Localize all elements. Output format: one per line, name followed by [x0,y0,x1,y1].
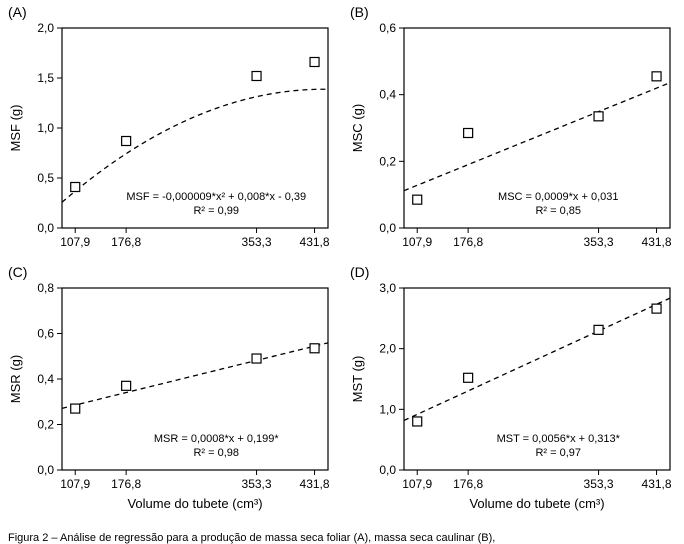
svg-text:0,8: 0,8 [37,281,54,295]
svg-text:MSC (g): MSC (g) [350,104,365,152]
figure-caption: Figura 2 – Análise de regressão para a p… [8,532,676,544]
svg-text:MSR = 0,0008*x + 0,199*: MSR = 0,0008*x + 0,199* [154,433,279,445]
svg-text:0,4: 0,4 [379,88,396,102]
svg-text:176,8: 176,8 [111,477,141,491]
panel-grid: (A) 0,0 0,5 1,0 1,5 2,0 107,9 176,8 353,3 431,8 M… [0,0,684,520]
panel-label-d: (D) [350,264,369,280]
svg-text:R² = 0,98: R² = 0,98 [193,447,239,459]
svg-text:1,5: 1,5 [37,71,54,85]
svg-text:431,8: 431,8 [300,477,330,491]
panel-d: (D) 0,0 1,0 2,0 3,0 107,9 176,8 353,3 431,8 MST … [342,260,684,520]
svg-text:MSF = -0,000009*x² + 0,008*x -: MSF = -0,000009*x² + 0,008*x - 0,39 [126,191,306,203]
svg-text:0,0: 0,0 [379,221,396,235]
chart-d: 0,0 1,0 2,0 3,0 107,9 176,8 353,3 431,8 MST (g) V… [342,260,684,520]
svg-text:0,2: 0,2 [37,418,54,432]
svg-text:0,4: 0,4 [37,372,54,386]
svg-text:2,0: 2,0 [37,21,54,35]
panel-label-a: (A) [8,4,27,20]
svg-text:353,3: 353,3 [584,235,614,249]
svg-text:107,9: 107,9 [60,477,90,491]
svg-text:353,3: 353,3 [242,477,272,491]
svg-text:0,5: 0,5 [37,171,54,185]
svg-text:176,8: 176,8 [453,235,483,249]
figure: (A) 0,0 0,5 1,0 1,5 2,0 107,9 176,8 353,3 431,8 M… [0,0,684,544]
svg-text:0,0: 0,0 [379,463,396,477]
svg-text:0,6: 0,6 [37,327,54,341]
panel-label-c: (C) [8,264,27,280]
svg-text:107,9: 107,9 [60,235,90,249]
svg-text:431,8: 431,8 [300,235,330,249]
svg-text:MSF (g): MSF (g) [8,105,23,152]
svg-text:0,2: 0,2 [379,154,396,168]
svg-text:R² = 0,99: R² = 0,99 [193,205,239,217]
svg-text:Volume do tubete (cm³): Volume do tubete (cm³) [127,496,262,511]
panel-label-b: (B) [350,4,369,20]
svg-text:353,3: 353,3 [584,477,614,491]
svg-text:0,6: 0,6 [379,21,396,35]
svg-text:0,0: 0,0 [37,221,54,235]
svg-text:2,0: 2,0 [379,342,396,356]
svg-text:MSR (g): MSR (g) [8,355,23,403]
svg-text:176,8: 176,8 [111,235,141,249]
chart-a: 0,0 0,5 1,0 1,5 2,0 107,9 176,8 353,3 431,8 MSF (… [0,0,342,260]
chart-c: 0,0 0,2 0,4 0,6 0,8 107,9 176,8 353,3 431,8 MSR (… [0,260,342,520]
svg-text:MST (g): MST (g) [350,356,365,403]
chart-b: 0,0 0,2 0,4 0,6 107,9 176,8 353,3 431,8 MSC (g) M… [342,0,684,260]
svg-text:353,3: 353,3 [242,235,272,249]
svg-text:0,0: 0,0 [37,463,54,477]
panel-c: (C) 0,0 0,2 0,4 0,6 0,8 107,9 176,8 353,3 431,8 M… [0,260,342,520]
svg-text:3,0: 3,0 [379,281,396,295]
svg-text:107,9: 107,9 [402,235,432,249]
panel-b: (B) 0,0 0,2 0,4 0,6 107,9 176,8 353,3 431,8 MSC … [342,0,684,260]
svg-text:1,0: 1,0 [37,121,54,135]
svg-text:R² = 0,85: R² = 0,85 [535,205,581,217]
svg-text:1,0: 1,0 [379,402,396,416]
svg-text:Volume do tubete (cm³): Volume do tubete (cm³) [469,496,604,511]
svg-text:MST = 0,0056*x + 0,313*: MST = 0,0056*x + 0,313* [497,433,621,445]
svg-text:431,8: 431,8 [642,235,672,249]
panel-a: (A) 0,0 0,5 1,0 1,5 2,0 107,9 176,8 353,3 431,8 M… [0,0,342,260]
svg-text:176,8: 176,8 [453,477,483,491]
svg-text:107,9: 107,9 [402,477,432,491]
svg-text:MSC = 0,0009*x + 0,031: MSC = 0,0009*x + 0,031 [498,191,618,203]
svg-text:431,8: 431,8 [642,477,672,491]
svg-text:R² = 0,97: R² = 0,97 [535,447,581,459]
